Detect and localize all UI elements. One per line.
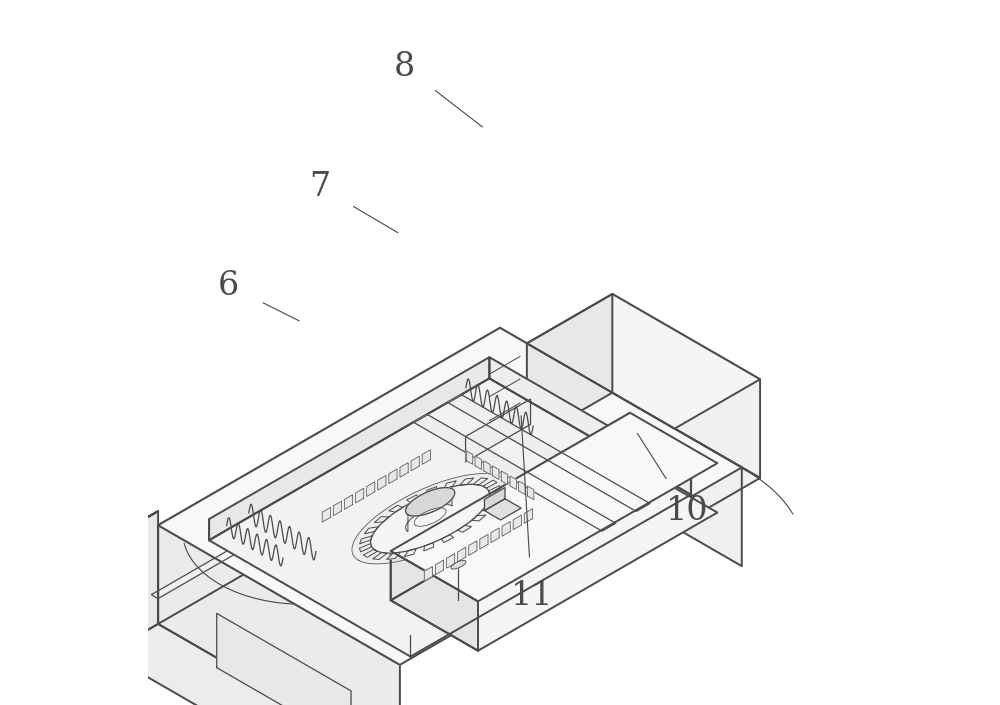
Text: 8: 8 <box>394 51 415 83</box>
Polygon shape <box>527 294 612 442</box>
Polygon shape <box>480 534 488 549</box>
Polygon shape <box>527 393 760 527</box>
Polygon shape <box>364 527 378 534</box>
Polygon shape <box>107 624 400 705</box>
Polygon shape <box>371 484 490 553</box>
Polygon shape <box>400 462 408 477</box>
Polygon shape <box>389 469 397 484</box>
Polygon shape <box>448 395 650 511</box>
Polygon shape <box>484 488 505 510</box>
Text: 10: 10 <box>666 495 708 527</box>
Polygon shape <box>373 553 387 560</box>
Polygon shape <box>411 456 419 471</box>
Polygon shape <box>352 474 508 564</box>
Polygon shape <box>527 486 534 500</box>
Polygon shape <box>475 456 481 470</box>
Polygon shape <box>458 547 466 562</box>
Polygon shape <box>367 482 375 496</box>
Text: 7: 7 <box>310 171 331 203</box>
Polygon shape <box>513 515 521 529</box>
Polygon shape <box>424 567 432 581</box>
Polygon shape <box>612 294 760 478</box>
Polygon shape <box>391 413 630 601</box>
Polygon shape <box>209 379 691 656</box>
Polygon shape <box>158 328 500 624</box>
Polygon shape <box>469 541 477 556</box>
Polygon shape <box>424 543 434 551</box>
Polygon shape <box>344 495 353 509</box>
Polygon shape <box>391 462 717 651</box>
Polygon shape <box>363 549 377 558</box>
Polygon shape <box>406 488 455 516</box>
Polygon shape <box>391 551 478 651</box>
Polygon shape <box>489 357 691 495</box>
Polygon shape <box>489 486 501 494</box>
Polygon shape <box>484 499 521 520</box>
Polygon shape <box>356 489 364 503</box>
Polygon shape <box>500 328 742 566</box>
Polygon shape <box>473 478 488 485</box>
Polygon shape <box>446 553 455 568</box>
Polygon shape <box>389 505 403 512</box>
Polygon shape <box>442 534 454 543</box>
Polygon shape <box>359 544 372 552</box>
Polygon shape <box>427 486 437 495</box>
Polygon shape <box>502 522 510 537</box>
Polygon shape <box>406 488 452 532</box>
Polygon shape <box>107 511 158 541</box>
Polygon shape <box>387 552 401 560</box>
Polygon shape <box>488 493 501 502</box>
Polygon shape <box>107 511 158 654</box>
Polygon shape <box>333 501 342 516</box>
Polygon shape <box>209 357 489 540</box>
Polygon shape <box>414 415 616 531</box>
Polygon shape <box>458 525 471 532</box>
Polygon shape <box>158 328 742 665</box>
Text: 6: 6 <box>218 269 239 302</box>
Polygon shape <box>217 613 351 705</box>
Polygon shape <box>407 495 419 503</box>
Polygon shape <box>510 476 516 489</box>
Polygon shape <box>158 525 400 705</box>
Polygon shape <box>360 536 372 544</box>
Polygon shape <box>391 413 717 601</box>
Polygon shape <box>491 528 499 543</box>
Polygon shape <box>492 466 499 479</box>
Polygon shape <box>482 503 496 510</box>
Polygon shape <box>501 471 508 484</box>
Polygon shape <box>466 399 531 462</box>
Polygon shape <box>322 508 330 522</box>
Polygon shape <box>374 517 389 522</box>
Polygon shape <box>151 397 500 599</box>
Polygon shape <box>484 461 490 474</box>
Polygon shape <box>378 475 386 490</box>
Text: 11: 11 <box>510 580 553 612</box>
Polygon shape <box>422 450 430 465</box>
Polygon shape <box>444 481 456 489</box>
Polygon shape <box>519 481 525 495</box>
Polygon shape <box>483 480 497 488</box>
Polygon shape <box>527 294 760 429</box>
Polygon shape <box>471 515 486 521</box>
Polygon shape <box>466 450 473 465</box>
Polygon shape <box>451 560 466 569</box>
Polygon shape <box>404 548 416 557</box>
Polygon shape <box>524 509 532 523</box>
Polygon shape <box>460 478 474 485</box>
Polygon shape <box>435 560 444 575</box>
